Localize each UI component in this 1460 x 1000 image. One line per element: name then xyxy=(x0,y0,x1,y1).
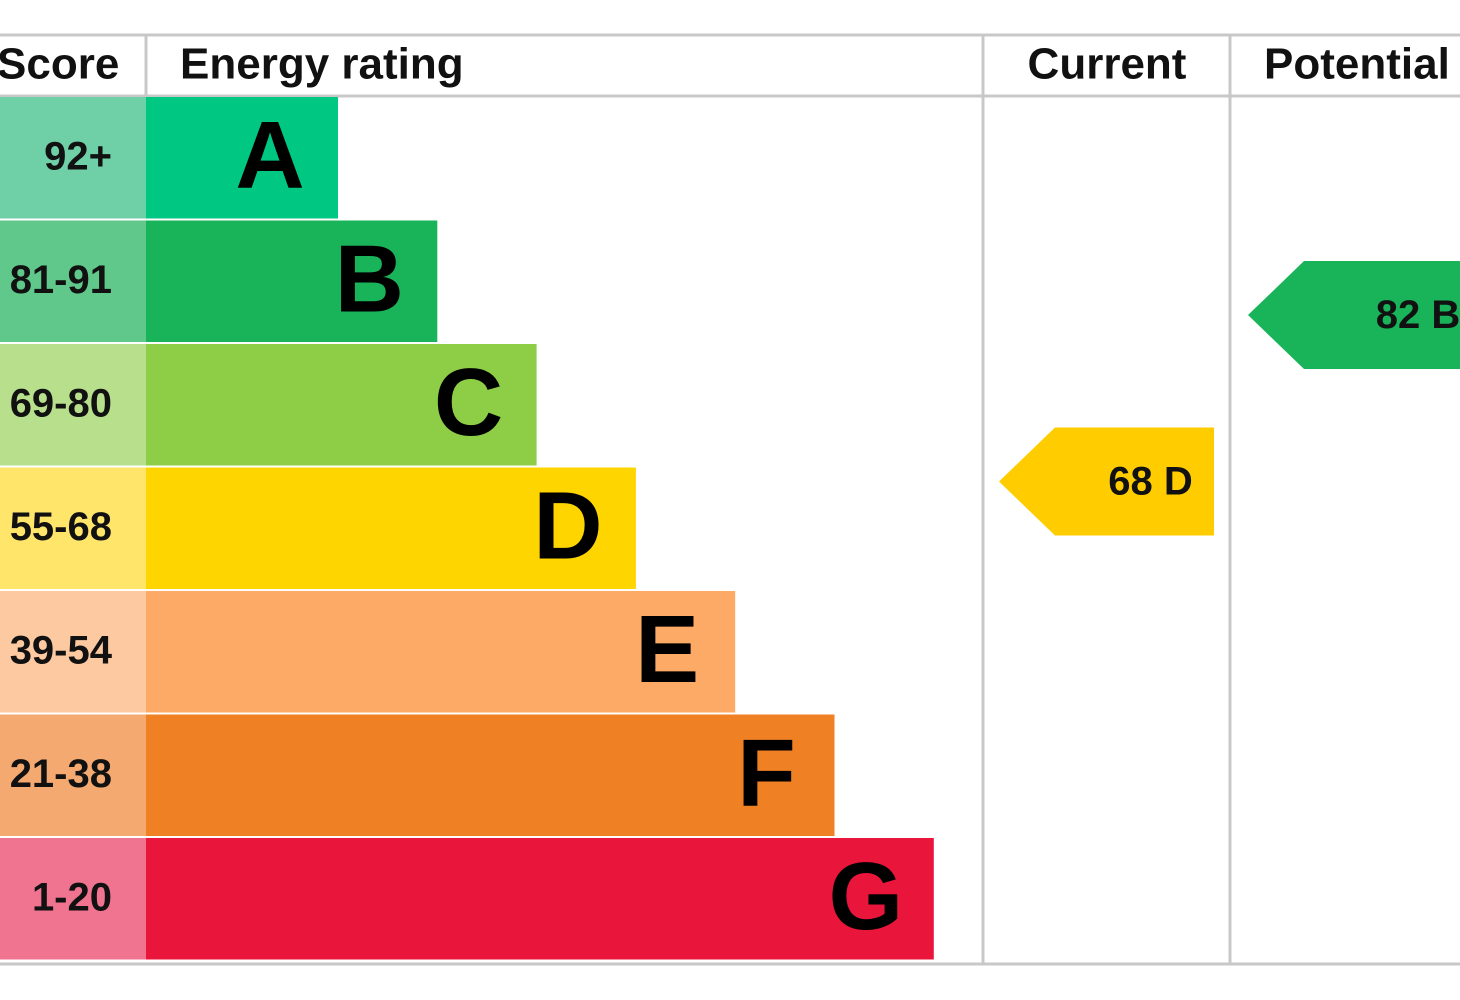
potential-value: 82 xyxy=(1376,293,1421,337)
score-range: 69-80 xyxy=(10,381,112,425)
band-letter: E xyxy=(635,596,699,703)
band-letter: G xyxy=(828,843,903,950)
score-range: 92+ xyxy=(44,134,112,178)
score-cell xyxy=(0,220,146,342)
score-range: 1-20 xyxy=(32,875,112,919)
potential-label: 82 B xyxy=(1376,293,1460,337)
score-cell xyxy=(0,838,146,960)
header-score: Score xyxy=(0,40,119,89)
potential-arrow xyxy=(1248,261,1460,370)
rating-bar xyxy=(146,467,636,589)
score-range: 39-54 xyxy=(10,628,113,672)
score-cell xyxy=(0,714,146,836)
score-cell xyxy=(0,344,146,466)
potential-letter: B xyxy=(1431,293,1460,337)
rating-bar xyxy=(146,591,736,713)
current-label: 68 D xyxy=(1108,459,1193,503)
rating-bar xyxy=(146,344,537,466)
score-range: 81-91 xyxy=(10,258,112,302)
current-arrow xyxy=(999,427,1214,536)
band-letter: B xyxy=(335,226,404,333)
rating-bar xyxy=(146,220,438,342)
current-value: 68 xyxy=(1108,459,1153,503)
header-rating: Energy rating xyxy=(180,40,464,89)
score-cell xyxy=(0,591,146,713)
score-range: 55-68 xyxy=(10,505,112,549)
band-letter: C xyxy=(434,349,503,456)
band-letter: A xyxy=(235,102,304,209)
header-current: Current xyxy=(1028,40,1187,89)
rating-bar xyxy=(146,838,934,960)
score-range: 21-38 xyxy=(10,752,112,796)
band-letter: D xyxy=(533,473,602,580)
band-letter: F xyxy=(737,720,796,827)
header-potential: Potential xyxy=(1264,40,1450,89)
rating-bar xyxy=(146,714,835,836)
current-letter: D xyxy=(1164,459,1193,503)
score-cell xyxy=(0,97,146,219)
rating-bar xyxy=(146,97,338,219)
score-cell xyxy=(0,467,146,589)
